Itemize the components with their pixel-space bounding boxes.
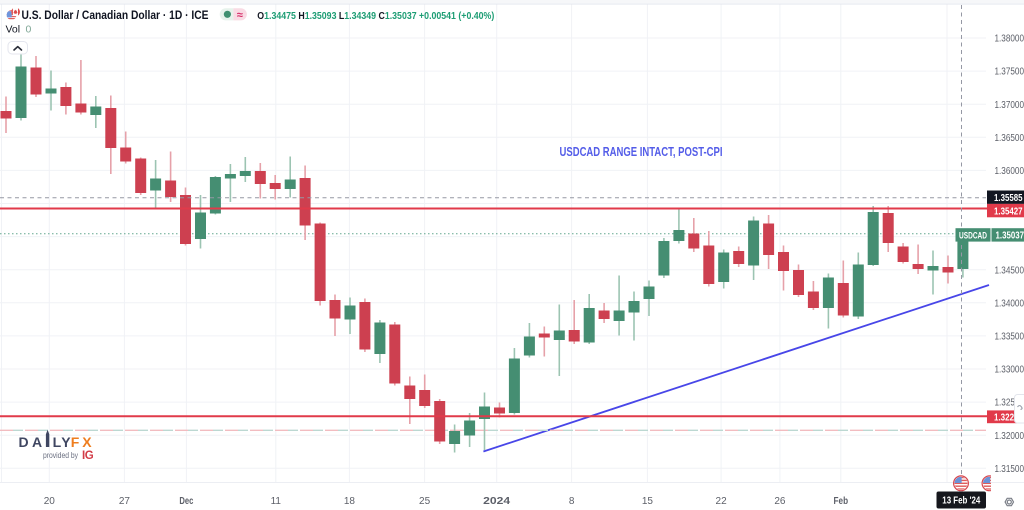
svg-text:1.31500: 1.31500 xyxy=(995,464,1024,475)
svg-text:1.32000: 1.32000 xyxy=(995,431,1024,442)
svg-text:1.32500: 1.32500 xyxy=(995,398,1024,409)
svg-text:1.37000: 1.37000 xyxy=(995,100,1024,111)
svg-text:USDCAD RANGE INTACT, POST-CPI: USDCAD RANGE INTACT, POST-CPI xyxy=(560,145,723,159)
svg-text:1.37500: 1.37500 xyxy=(995,67,1024,78)
svg-text:1.34500: 1.34500 xyxy=(995,265,1024,276)
svg-text:provided by: provided by xyxy=(43,451,78,460)
svg-text:1.36500: 1.36500 xyxy=(995,133,1024,144)
svg-text:X: X xyxy=(82,434,92,450)
svg-text:USDCAD: USDCAD xyxy=(959,230,987,240)
svg-text:27: 27 xyxy=(119,496,131,507)
svg-text:1.34000: 1.34000 xyxy=(995,298,1024,309)
svg-text:L: L xyxy=(53,434,62,450)
svg-text:Y: Y xyxy=(61,434,71,450)
svg-text:11: 11 xyxy=(271,496,282,507)
svg-text:26: 26 xyxy=(774,496,786,507)
svg-text:A: A xyxy=(32,434,42,450)
svg-text:1.38000: 1.38000 xyxy=(995,34,1024,45)
svg-text:1.35037: 1.35037 xyxy=(996,230,1024,241)
svg-text:13 Feb '24: 13 Feb '24 xyxy=(942,496,980,507)
svg-text:Dec: Dec xyxy=(179,496,193,507)
svg-text:F: F xyxy=(71,434,80,450)
svg-text:Feb: Feb xyxy=(834,496,849,507)
svg-text:20: 20 xyxy=(44,496,56,507)
svg-text:Vol: Vol xyxy=(6,24,21,36)
svg-text:O1.34475 H1.35093 L1.34349 C1.: O1.34475 H1.35093 L1.34349 C1.35037 +0.0… xyxy=(257,10,494,22)
svg-text:8: 8 xyxy=(569,496,575,507)
svg-text:1.35585: 1.35585 xyxy=(994,193,1023,204)
svg-text:25: 25 xyxy=(419,496,431,507)
svg-text:0: 0 xyxy=(26,24,32,36)
svg-text:U.S. Dollar / Canadian Dollar: U.S. Dollar / Canadian Dollar · 1D · ICE xyxy=(22,10,209,22)
svg-text:1.3221: 1.3221 xyxy=(994,413,1019,424)
svg-text:18: 18 xyxy=(344,496,356,507)
svg-text:1.33500: 1.33500 xyxy=(995,332,1024,343)
svg-text:1.33000: 1.33000 xyxy=(995,365,1024,376)
svg-text:D: D xyxy=(19,434,29,450)
svg-text:22: 22 xyxy=(716,496,728,507)
svg-text:≈: ≈ xyxy=(237,9,243,21)
svg-text:15: 15 xyxy=(642,496,654,507)
svg-text:1.36000: 1.36000 xyxy=(995,166,1024,177)
svg-text:2024: 2024 xyxy=(483,496,511,507)
svg-text:IG: IG xyxy=(82,450,94,462)
svg-text:1.35427: 1.35427 xyxy=(994,206,1023,217)
